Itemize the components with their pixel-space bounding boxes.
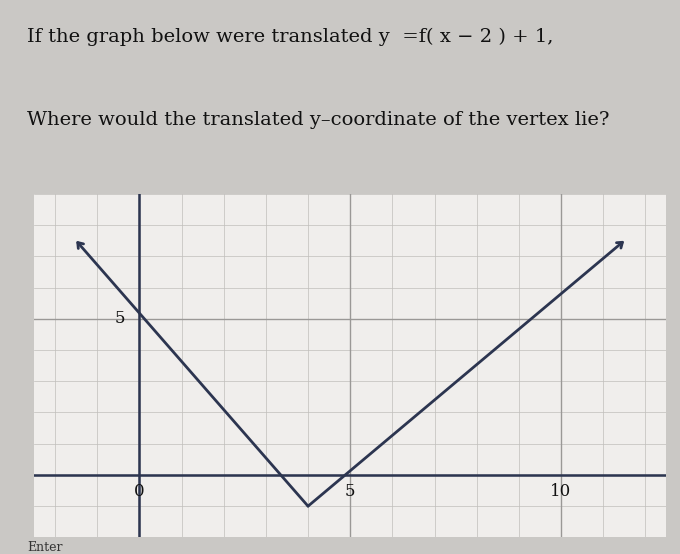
Text: Where would the translated y–coordinate of the vertex lie?: Where would the translated y–coordinate … xyxy=(27,111,610,129)
Text: 5: 5 xyxy=(345,483,356,500)
Text: Enter: Enter xyxy=(27,541,63,554)
Text: 10: 10 xyxy=(550,483,572,500)
Text: If the graph below were translated y  =f( x − 2 ) + 1,: If the graph below were translated y =f(… xyxy=(27,28,554,46)
Text: 0: 0 xyxy=(134,483,145,500)
Text: 5: 5 xyxy=(114,310,124,327)
